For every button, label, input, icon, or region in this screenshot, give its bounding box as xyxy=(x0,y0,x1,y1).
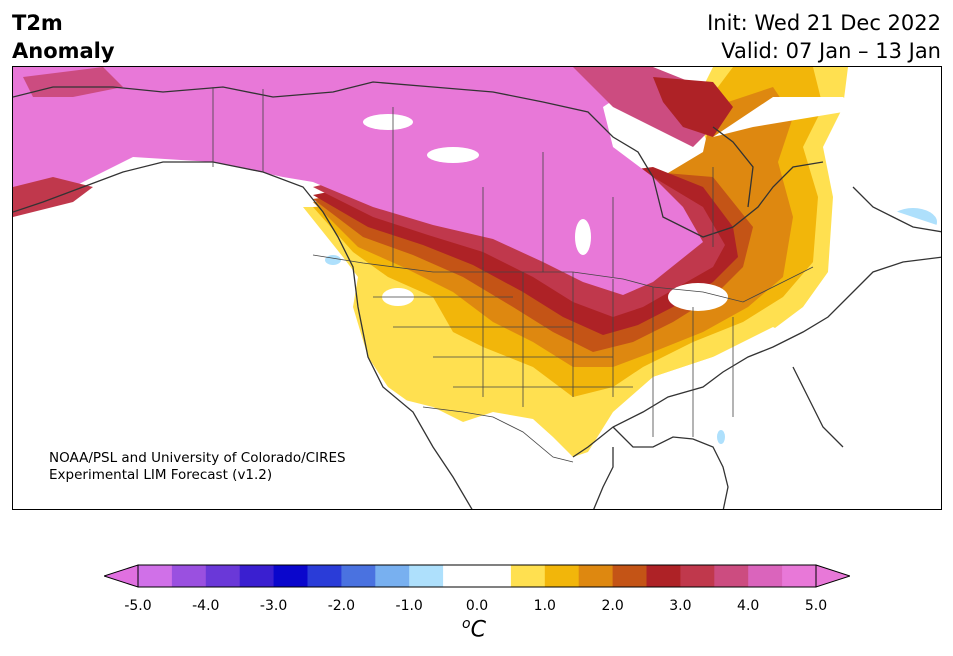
colorbar-swatch xyxy=(578,565,614,587)
colorbar-swatch xyxy=(544,565,580,587)
colorbar-swatch xyxy=(341,565,376,587)
colorbar-swatch xyxy=(680,565,715,587)
unit-superscript: o xyxy=(462,616,471,632)
credit-line-1: NOAA/PSL and University of Colorado/CIRE… xyxy=(49,450,346,466)
anomaly-field xyxy=(13,67,941,509)
colorbar-swatch xyxy=(239,565,275,587)
colorbar-under-arrow xyxy=(104,564,139,588)
colorbar-swatch xyxy=(612,565,647,587)
colorbar-swatch xyxy=(714,565,749,587)
great-lakes xyxy=(668,283,728,311)
colorbar-tick-label: -2.0 xyxy=(327,598,356,614)
political-borders xyxy=(212,87,814,463)
colorbar-ticks: -5.0 -4.0 -3.0 -2.0 -1.0 0.0 1.0 2.0 3.0 4.0 5.0 xyxy=(0,598,953,618)
colorbar-swatch xyxy=(205,565,241,587)
colorbar-tick-label: 0.0 xyxy=(465,598,489,614)
atlantic-white xyxy=(833,197,941,297)
colorbar-swatch xyxy=(375,565,410,587)
colorbar-tick-label: -1.0 xyxy=(395,598,423,614)
colorbar-swatch xyxy=(646,565,681,587)
colorbar-tick-label: 4.0 xyxy=(737,598,760,614)
great-bear-lake xyxy=(363,114,413,130)
colorbar-tick-label: 3.0 xyxy=(669,598,692,614)
alaska-pink xyxy=(23,67,123,97)
arctic-red xyxy=(653,77,733,137)
init-date: Init: Wed 21 Dec 2022 xyxy=(707,11,941,35)
colorbar-tick-label: -3.0 xyxy=(259,598,288,614)
valid-date: Valid: 07 Jan – 13 Jan xyxy=(721,39,941,63)
anomaly-map xyxy=(12,66,942,510)
colorbar-over-arrow xyxy=(815,564,850,588)
attribution: NOAA/PSL and University of Colorado/CIRE… xyxy=(49,450,346,484)
band-neutral-south xyxy=(293,367,583,509)
band-magenta xyxy=(13,67,703,295)
cool-spot-florida xyxy=(717,430,725,444)
colorbar-tick-label: 5.0 xyxy=(804,598,828,614)
colorbar-swatch xyxy=(782,565,817,587)
date-header: Init: Wed 21 Dec 2022 Valid: 07 Jan – 13… xyxy=(707,9,941,65)
colorbar-tick-label: -4.0 xyxy=(192,598,220,614)
colorbar-swatch xyxy=(307,565,342,587)
credit-line-2: Experimental LIM Forecast (v1.2) xyxy=(49,467,273,483)
colorbar-swatch xyxy=(443,565,478,587)
title-line-1: T2m xyxy=(12,11,63,35)
lake-winnipeg xyxy=(575,219,591,255)
great-slave-lake xyxy=(427,147,479,163)
map-canvas xyxy=(13,67,941,509)
colorbar-swatch xyxy=(409,565,444,587)
colorbar xyxy=(104,564,850,588)
colorbar-swatch xyxy=(477,565,512,587)
colorbar-frame xyxy=(137,564,817,588)
unit-base: C xyxy=(470,617,486,643)
colorbar-swatch xyxy=(171,565,207,587)
colorbar-unit: oC xyxy=(462,616,486,642)
alaska-red xyxy=(13,177,93,217)
cool-spot-pnw xyxy=(325,255,341,265)
colorbar-tick-label: -5.0 xyxy=(124,598,152,614)
colorbar-tick-label: 1.0 xyxy=(533,598,556,614)
title-line-2: Anomaly xyxy=(12,39,115,63)
coastlines xyxy=(13,81,941,509)
map-title: T2m Anomaly xyxy=(12,9,115,65)
colorbar-swatch xyxy=(748,565,783,587)
colorbar-swatch xyxy=(138,565,173,587)
greenland-white xyxy=(713,67,941,157)
colorbar-tick-label: 2.0 xyxy=(601,598,624,614)
colorbar-swatch xyxy=(510,565,546,587)
colorbar-swatch xyxy=(273,565,308,587)
